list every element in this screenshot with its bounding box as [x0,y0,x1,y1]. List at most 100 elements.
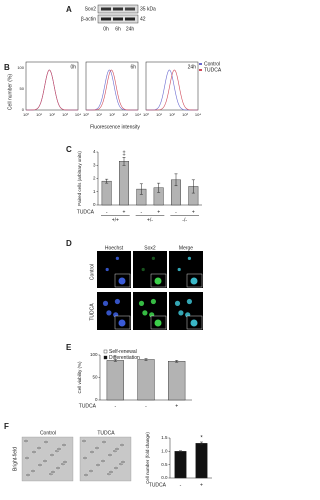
group-label: +/- [147,217,153,223]
cell [82,456,88,460]
cell [23,439,29,443]
error-bar [105,178,109,184]
x-tick-label: 10² [169,112,175,117]
cell [36,446,42,450]
plot-frame [145,61,199,111]
cell [151,256,155,260]
row-label: TUDCA [79,403,97,409]
error-bar [179,450,182,453]
row-label: TUDCA [149,482,167,488]
category-label: + [123,209,126,215]
panel-label: D [66,239,72,248]
cell [141,267,145,272]
column-label: Sox2 [144,245,156,251]
cell [108,470,114,474]
legend-label: Differentiation [109,355,140,361]
x-tick-label: 10¹ [96,112,102,117]
plot-title: 6h [130,64,136,70]
bar [119,161,129,206]
image-label: Control [40,430,56,436]
y-tick-label: 0 [93,202,96,207]
plot-title: 0h [70,64,76,70]
cell [106,310,112,316]
category-label: - [180,482,182,488]
group-label: -/- [182,217,187,223]
x-tick-label: 10¹ [36,112,42,117]
cell [190,319,198,327]
x-tick-label: 10⁴ [195,112,201,117]
y-tick-label: 0.0 [161,475,168,480]
category-label: - [140,209,142,215]
cell [114,298,120,305]
bar [106,360,124,401]
band [101,7,111,11]
bar [101,180,112,206]
time-label: 24h [126,26,135,32]
x-tick-label: 10¹ [156,112,162,117]
plot-frame [25,61,79,111]
x-tick-label: 10⁰ [143,112,149,117]
x-tick-label: 10⁴ [75,112,81,117]
histogram-curve [146,69,198,111]
x-tick-label: 10³ [182,112,188,117]
bar [195,443,208,479]
cell [81,439,87,443]
cell [186,298,192,305]
cell [61,443,67,447]
cell [88,469,94,473]
column-label: Merge [179,245,193,251]
cell [118,319,126,327]
cell [107,453,113,457]
histogram-curve [86,69,138,111]
y-tick-label: 100 [17,65,24,70]
error-bar [200,441,203,445]
cell [94,446,100,450]
category-label: - [145,403,147,409]
cell [187,256,191,260]
category-label: + [157,209,160,215]
cell [113,466,119,470]
cell [178,310,184,316]
cell [102,300,109,306]
legend-swatch [199,69,202,71]
x-tick-label: 10² [109,112,115,117]
legend-swatch [199,63,202,65]
cell [115,256,119,260]
plot-title: 24h [188,64,197,70]
category-label: - [114,403,116,409]
cell [174,300,181,306]
x-tick-label: 10⁰ [83,112,89,117]
category-label: + [175,403,178,409]
y-tick-label: 2 [93,176,96,181]
cell [55,466,61,470]
cell [42,459,48,463]
error-bar [122,157,126,166]
y-tick-label: 0.5 [161,462,168,467]
histogram-curve [26,69,78,111]
cell [89,450,95,454]
cell [118,277,126,285]
x-tick-label: 10² [49,112,55,117]
cell [138,300,145,306]
y-axis-label: Paired cells (arbitrary units) [77,151,82,206]
cell [105,267,109,272]
x-tick-label: 10³ [122,112,128,117]
cell [95,463,101,467]
size-label: 42 [140,16,146,22]
category-label: - [106,209,108,215]
legend-label: TUDCA [204,67,222,73]
panel-label: C [66,145,72,154]
panel-label: B [4,63,10,72]
cell [142,310,148,316]
error-bar [174,173,178,187]
cell [100,459,106,463]
x-tick-label: 10³ [62,112,68,117]
cell [83,473,89,477]
row-label: TUDCA [77,209,95,215]
error-bar [175,360,179,363]
y-tick-label: 0 [95,397,98,402]
legend-swatch [103,355,108,360]
error-bar [113,359,117,362]
time-label: 6h [115,26,121,32]
error-bar [144,358,148,361]
